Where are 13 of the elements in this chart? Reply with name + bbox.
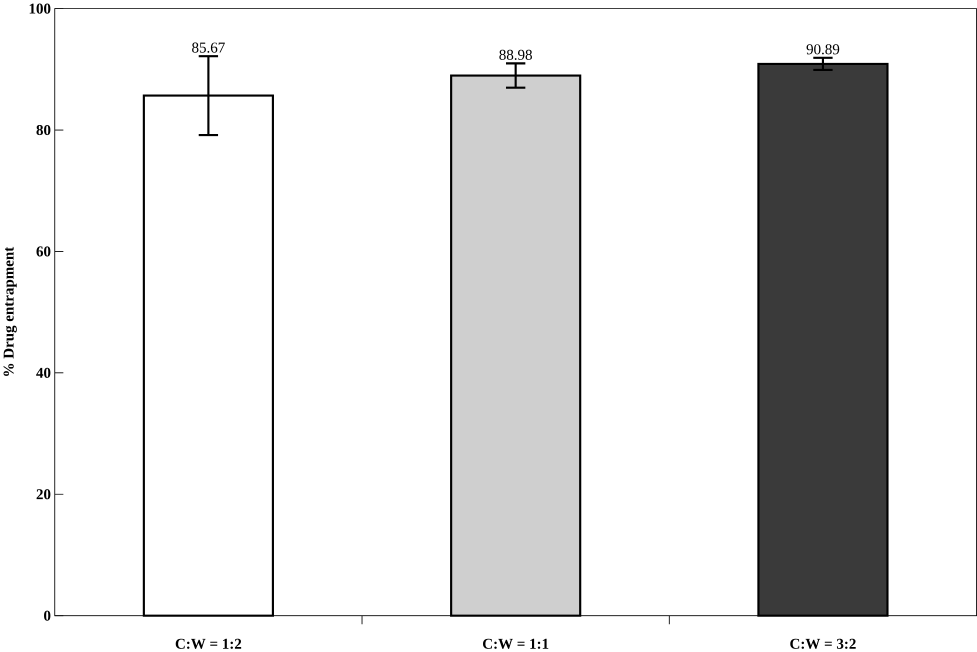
y-tick-label: 100 xyxy=(30,3,50,14)
y-tick-label: 20 xyxy=(36,488,50,500)
x-tick-label: C:W = 1:2 xyxy=(176,638,242,649)
y-tick-label: 80 xyxy=(36,124,50,135)
y-axis-title: % Drug entrapment xyxy=(4,246,17,376)
data-label: 85.67 xyxy=(192,42,225,52)
y-tick-label: 0 xyxy=(44,610,50,620)
data-label: 90.89 xyxy=(806,44,840,54)
x-tick-label: C:W = 3:2 xyxy=(790,638,856,649)
data-label: 88.98 xyxy=(499,50,532,60)
y-tick-label: 40 xyxy=(36,368,50,378)
y-tick-label: 60 xyxy=(36,246,50,256)
x-tick-label: C:W = 1:1 xyxy=(483,638,548,649)
